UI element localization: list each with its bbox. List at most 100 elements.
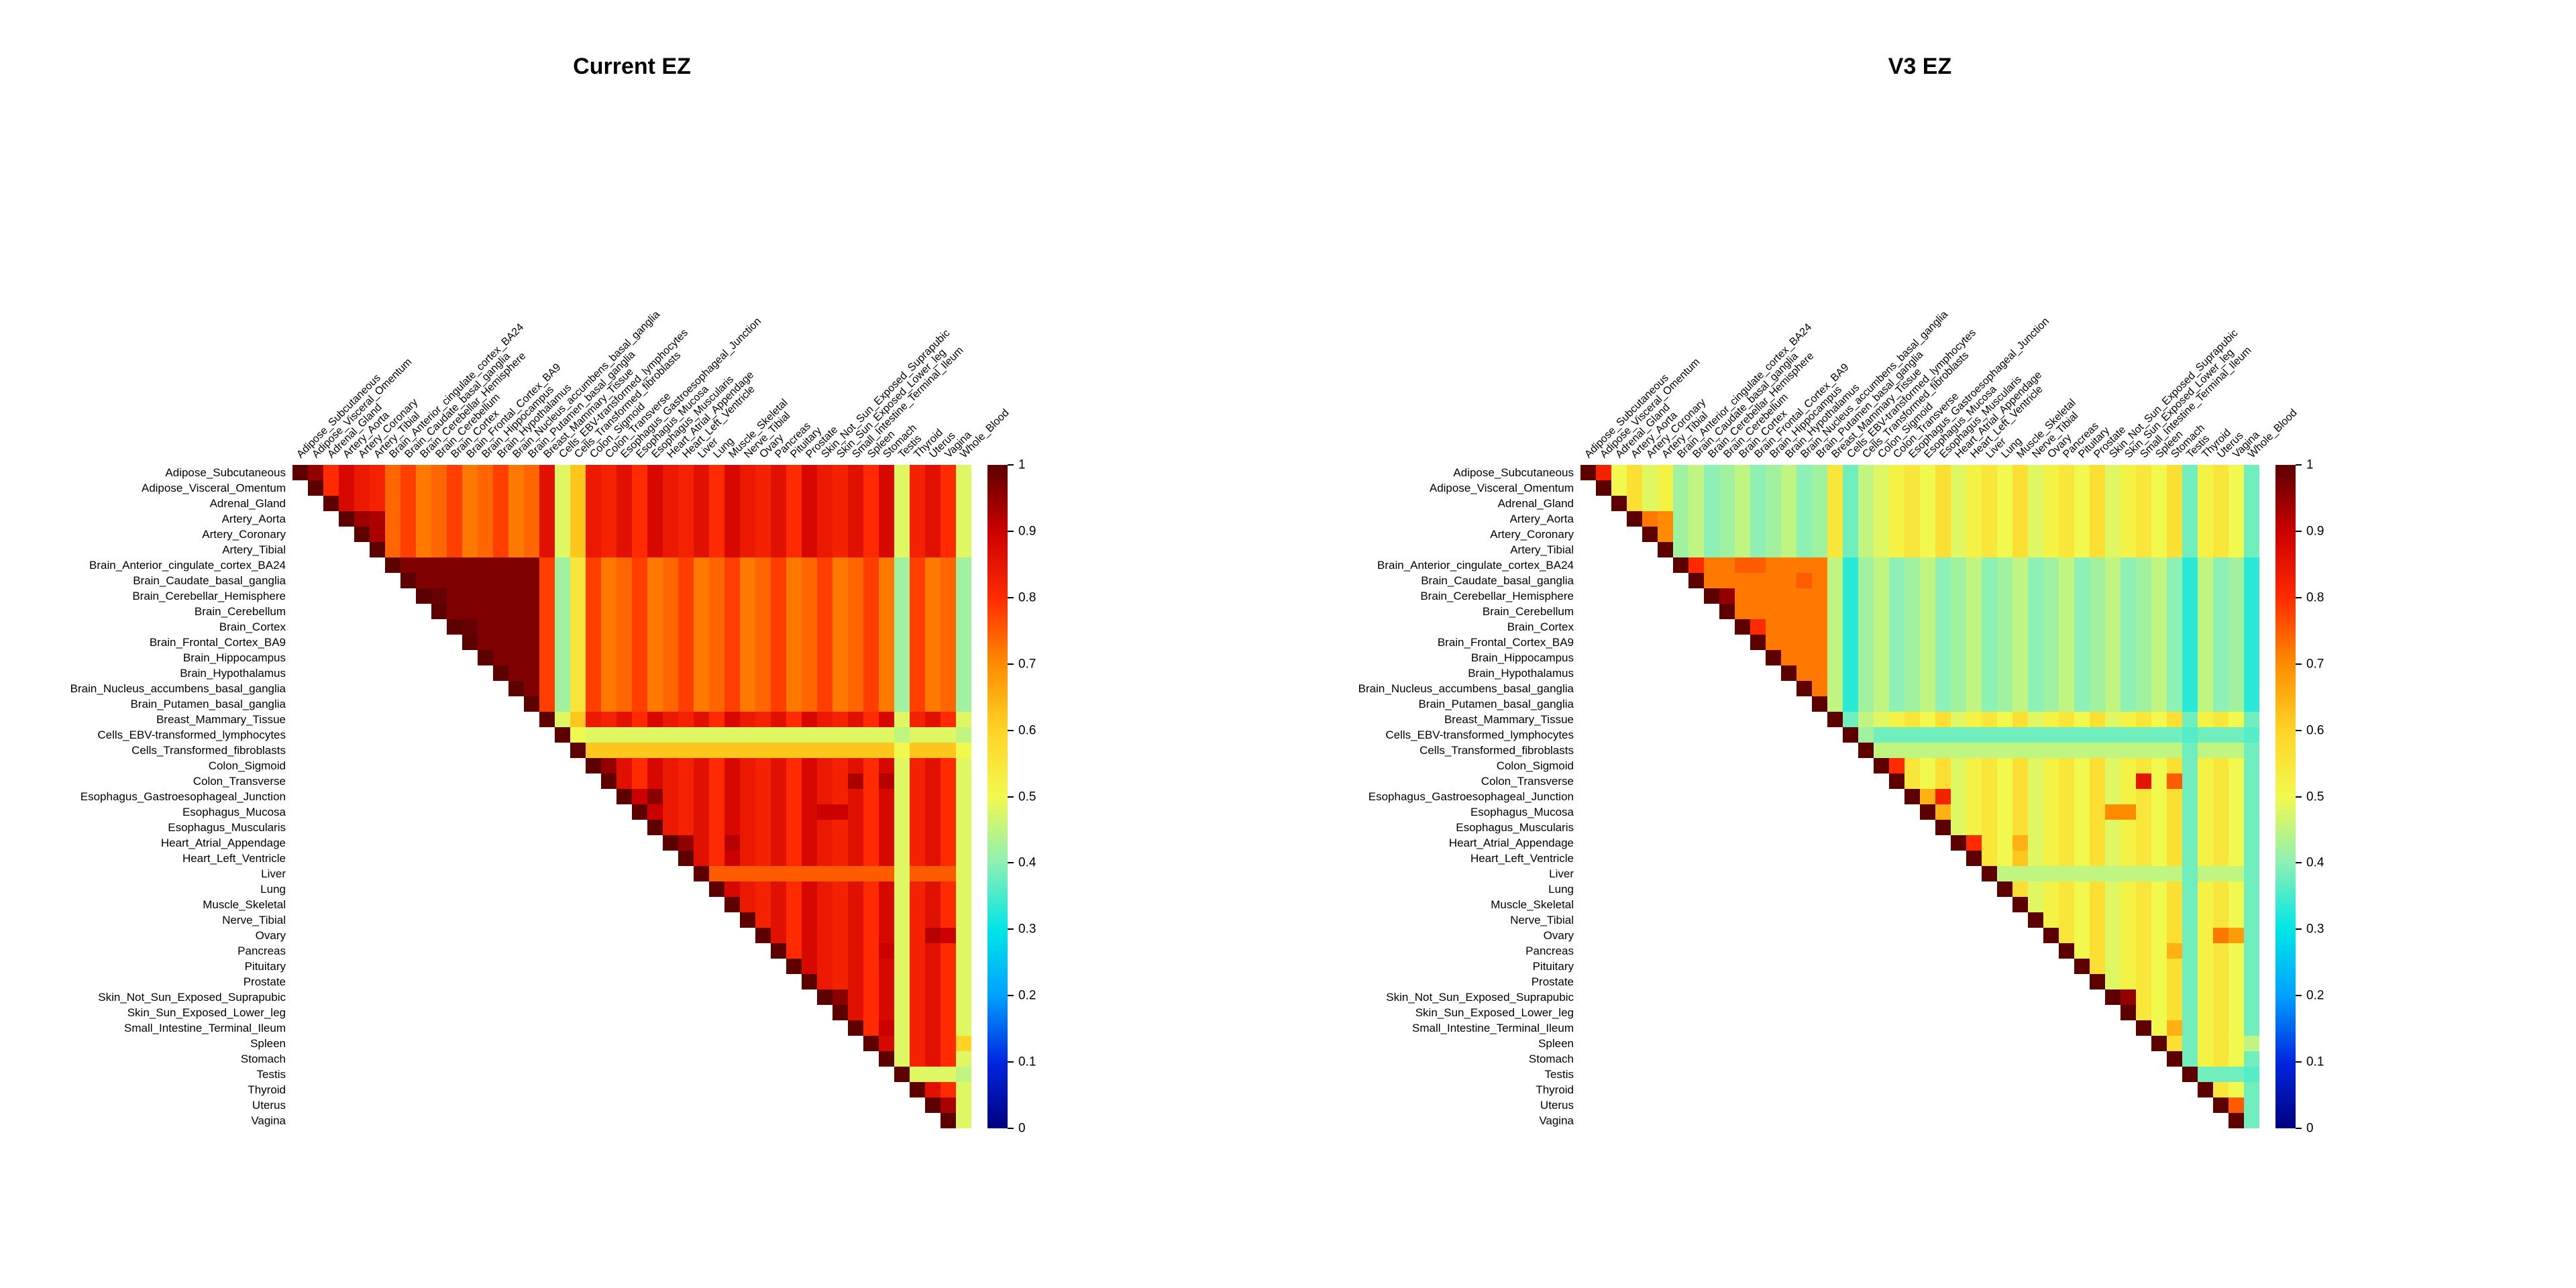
heatmap-cell (910, 989, 925, 1005)
heatmap-cell (2244, 527, 2259, 542)
heatmap-cell (2074, 912, 2090, 928)
heatmap-cell (910, 881, 925, 897)
heatmap-cell (1904, 465, 1920, 480)
heatmap-cell (601, 727, 616, 743)
heatmap-cell (941, 959, 956, 974)
colorbar-tick-mark (2296, 1061, 2302, 1063)
heatmap-cell (524, 480, 539, 496)
heatmap-cell (910, 665, 925, 681)
heatmap-cell (833, 835, 848, 851)
heatmap-cell (2244, 989, 2259, 1005)
heatmap-cell (508, 542, 524, 557)
heatmap-cell (2105, 511, 2121, 527)
heatmap-cell (570, 588, 586, 604)
heatmap-cell (2151, 989, 2167, 1005)
heatmap-cell (833, 542, 848, 557)
heatmap-panel-current-ez: Current EZ Adipose_Subcutaneous Adipose_V… (70, 54, 1036, 1135)
heatmap-cell (941, 480, 956, 496)
heatmap-cell (863, 527, 879, 542)
heatmap-cell (786, 712, 802, 727)
heatmap-cell (802, 588, 817, 604)
heatmap-cell (1997, 542, 2012, 557)
heatmap-cell (894, 1067, 910, 1082)
heatmap-cell (863, 573, 879, 588)
heatmap-cell (2043, 804, 2059, 820)
heatmap-cell (1920, 665, 1935, 681)
heatmap-cell (956, 619, 971, 635)
heatmap-cell (555, 527, 570, 542)
heatmap-cell (2182, 1067, 2198, 1082)
heatmap-cell (1951, 650, 1966, 665)
heatmap-cell (2229, 1113, 2244, 1128)
heatmap-cell (2229, 480, 2244, 496)
row-label: Heart_Left_Ventricle (182, 852, 286, 865)
heatmap-cell (1966, 465, 1982, 480)
heatmap-cell (2121, 959, 2136, 974)
heatmap-cell (1920, 650, 1935, 665)
heatmap-cell (2012, 743, 2028, 758)
heatmap-cell (2012, 851, 2028, 866)
heatmap-cell (1858, 619, 1874, 635)
heatmap-cell (786, 619, 802, 635)
heatmap-cell (616, 727, 632, 743)
heatmap-cell (848, 943, 863, 959)
heatmap-cell (354, 480, 370, 496)
heatmap-cell (2198, 696, 2213, 712)
heatmap-cell (2136, 727, 2151, 743)
heatmap-cell (694, 712, 709, 727)
heatmap-cell (2121, 496, 2136, 511)
heatmap-cell (1904, 527, 1920, 542)
row-label: Prostate (243, 975, 286, 988)
heatmap-cell (1766, 650, 1781, 665)
heatmap-cell (1766, 527, 1781, 542)
heatmap-cell (755, 758, 771, 773)
heatmap-cell (941, 897, 956, 912)
heatmap-cell (694, 743, 709, 758)
colorbar-gradient (987, 465, 1008, 1128)
heatmap-cell (910, 804, 925, 820)
heatmap-cell (1997, 727, 2012, 743)
heatmap-cell (2167, 527, 2182, 542)
heatmap-cell (1997, 789, 2012, 804)
heatmap-cell (2136, 881, 2151, 897)
heatmap-cell (740, 480, 755, 496)
heatmap-cell (1951, 758, 1966, 773)
heatmap-cell (1843, 511, 1858, 527)
heatmap-cell (786, 804, 802, 820)
heatmap-cell (2229, 989, 2244, 1005)
heatmap-cell (755, 773, 771, 789)
heatmap-cell (1642, 496, 1658, 511)
heatmap-cell (678, 789, 694, 804)
heatmap-cell (2244, 496, 2259, 511)
heatmap-cell (462, 465, 478, 480)
row-label: Brain_Cortex (1507, 621, 1574, 633)
heatmap-cell (863, 727, 879, 743)
heatmap-cell (1904, 665, 1920, 681)
heatmap-cell (1719, 480, 1735, 496)
heatmap-cell (694, 573, 709, 588)
heatmap-cell (941, 912, 956, 928)
heatmap-cell (2028, 820, 2043, 835)
heatmap-cell (2167, 912, 2182, 928)
heatmap-cell (771, 557, 786, 573)
heatmap-cell (910, 897, 925, 912)
heatmap-cell (678, 851, 694, 866)
heatmap-cell (771, 604, 786, 619)
heatmap-cell (771, 681, 786, 696)
heatmap-cell (354, 511, 370, 527)
heatmap-cell (817, 743, 833, 758)
heatmap-cell (2121, 820, 2136, 835)
heatmap-cell (1966, 496, 1982, 511)
heatmap-cell (431, 573, 447, 588)
heatmap-cell (740, 912, 755, 928)
heatmap-cell (1966, 650, 1982, 665)
heatmap-cell (910, 511, 925, 527)
heatmap-cell (524, 681, 539, 696)
heatmap-cell (2121, 480, 2136, 496)
heatmap-cell (416, 542, 431, 557)
heatmap-cell (678, 835, 694, 851)
heatmap-cell (1966, 851, 1982, 866)
heatmap-cell (724, 820, 740, 835)
heatmap-cell (755, 604, 771, 619)
heatmap-cell (1874, 758, 1889, 773)
